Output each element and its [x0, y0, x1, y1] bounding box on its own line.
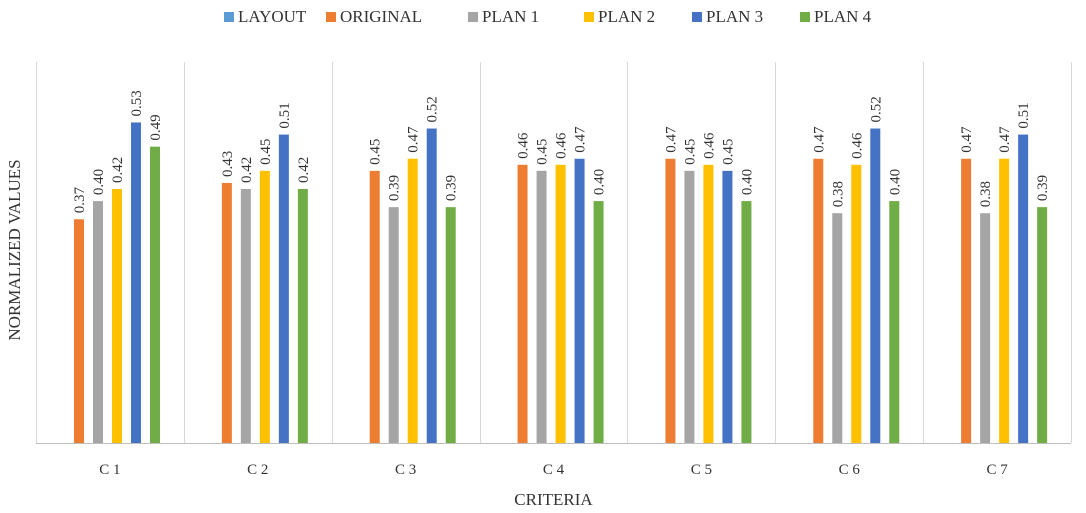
- data-label: 0.47: [959, 126, 975, 153]
- data-label: 0.49: [148, 114, 164, 140]
- bar-c3-plan-2: [407, 158, 418, 443]
- legend-swatch-original: [326, 12, 336, 22]
- bar-c3-plan-4: [445, 207, 456, 443]
- bar-c2-plan-2: [259, 170, 270, 443]
- data-label: 0.42: [110, 157, 126, 183]
- data-label: 0.39: [1035, 175, 1051, 201]
- data-label: 0.47: [997, 126, 1013, 153]
- legend-label-plan-4: PLAN 4: [814, 7, 872, 26]
- data-label: 0.47: [406, 126, 422, 153]
- data-label: 0.39: [387, 175, 403, 201]
- legend-label-plan-3: PLAN 3: [706, 7, 763, 26]
- data-label: 0.45: [682, 139, 698, 165]
- bar-c3-plan-1: [388, 207, 399, 443]
- legend-swatch-plan-1: [468, 12, 478, 22]
- data-labels: 0.370.40 0.420.530.490.43 0.420.450.510.42…: [72, 90, 1051, 213]
- x-tick-label: C 4: [543, 462, 565, 478]
- data-label: 0.46: [516, 132, 532, 159]
- bar-c5-plan-2: [703, 164, 714, 444]
- x-tick-labels: C 1 C 2 C 3 C 4 C 5 C 6 C 7: [99, 462, 1008, 478]
- data-label: 0.47: [573, 126, 589, 153]
- bar-c7-plan-1: [980, 213, 991, 443]
- x-tick-label: C 6: [839, 462, 861, 478]
- x-tick-label: C 5: [691, 462, 712, 478]
- data-label: 0.53: [129, 90, 145, 116]
- bar-c6-plan-3: [870, 128, 881, 443]
- data-label: 0.45: [535, 139, 551, 165]
- legend-label-original: ORIGINAL: [340, 7, 422, 26]
- data-label: 0.51: [1016, 102, 1032, 128]
- data-label: 0.52: [425, 96, 441, 122]
- data-label: 0.45: [720, 139, 736, 165]
- legend-label-layout: LAYOUT: [238, 7, 307, 26]
- bar-c4-plan-1: [536, 170, 547, 443]
- data-label: 0.51: [277, 102, 293, 128]
- data-label: 0.40: [739, 169, 755, 195]
- bar-c6-plan-2: [851, 164, 862, 444]
- data-label: 0.52: [868, 96, 884, 122]
- bar-c1-plan-2: [112, 189, 122, 443]
- y-axis-title: NORMALIZED VALUES: [5, 159, 24, 340]
- bar-c6-plan-4: [889, 201, 900, 443]
- bar-c3-plan-3: [426, 128, 437, 443]
- legend-swatch-plan-3: [692, 12, 702, 22]
- legend-swatch-plan-4: [800, 12, 810, 22]
- data-label: 0.45: [368, 139, 384, 165]
- data-label: 0.42: [239, 157, 255, 183]
- bars: [74, 122, 1048, 444]
- data-label: 0.42: [296, 157, 312, 183]
- data-label: 0.47: [663, 126, 679, 153]
- category-separators: [36, 62, 1072, 443]
- bar-c4-original: [517, 164, 528, 444]
- bar-c7-plan-2: [999, 158, 1010, 443]
- bar-c7-original: [961, 158, 972, 443]
- data-label: 0.38: [830, 181, 846, 207]
- bar-c7-plan-3: [1018, 134, 1029, 444]
- bar-c5-plan-4: [741, 201, 752, 443]
- bar-c1-plan-4: [150, 146, 160, 443]
- bar-c5-original: [665, 158, 676, 443]
- x-tick-label: C 3: [395, 462, 416, 478]
- bar-c3-original: [369, 170, 380, 443]
- data-label: 0.45: [258, 139, 274, 165]
- bar-c2-original: [221, 182, 232, 443]
- legend-swatch-plan-2: [584, 12, 594, 22]
- data-label: 0.40: [887, 169, 903, 195]
- bar-c1-plan-3: [131, 122, 141, 443]
- bar-c1-original: [74, 219, 84, 443]
- x-tick-label: C 7: [986, 462, 1008, 478]
- data-label: 0.46: [849, 132, 865, 159]
- bar-c5-plan-3: [722, 170, 733, 443]
- data-label: 0.39: [444, 175, 460, 201]
- bar-c4-plan-2: [555, 164, 566, 444]
- bar-c2-plan-3: [278, 134, 289, 444]
- x-tick-label: C 2: [247, 462, 268, 478]
- bar-c4-plan-4: [593, 201, 604, 443]
- legend-swatch-layout: [224, 12, 234, 22]
- bar-c6-original: [813, 158, 824, 443]
- legend-label-plan-2: PLAN 2: [598, 7, 655, 26]
- data-label: 0.40: [91, 169, 107, 195]
- data-label: 0.46: [554, 132, 570, 159]
- bar-c6-plan-1: [832, 213, 843, 443]
- legend: LAYOUT ORIGINAL PLAN 1 PLAN 2 PLAN 3 PLAN 4: [224, 7, 872, 26]
- data-label: 0.43: [220, 151, 236, 177]
- x-axis-title: CRITERIA: [514, 490, 593, 509]
- data-label: 0.37: [72, 186, 88, 213]
- bar-c2-plan-1: [240, 189, 251, 443]
- legend-label-plan-1: PLAN 1: [482, 7, 539, 26]
- bar-c5-plan-1: [684, 170, 695, 443]
- bar-c1-plan-1: [93, 201, 103, 443]
- data-label: 0.40: [592, 169, 608, 195]
- bar-c7-plan-4: [1037, 207, 1048, 443]
- bar-c2-plan-4: [297, 189, 308, 443]
- data-label: 0.46: [701, 132, 717, 159]
- data-label: 0.47: [811, 126, 827, 153]
- bar-c4-plan-3: [574, 158, 585, 443]
- x-tick-label: C 1: [99, 462, 120, 478]
- data-label: 0.38: [978, 181, 994, 207]
